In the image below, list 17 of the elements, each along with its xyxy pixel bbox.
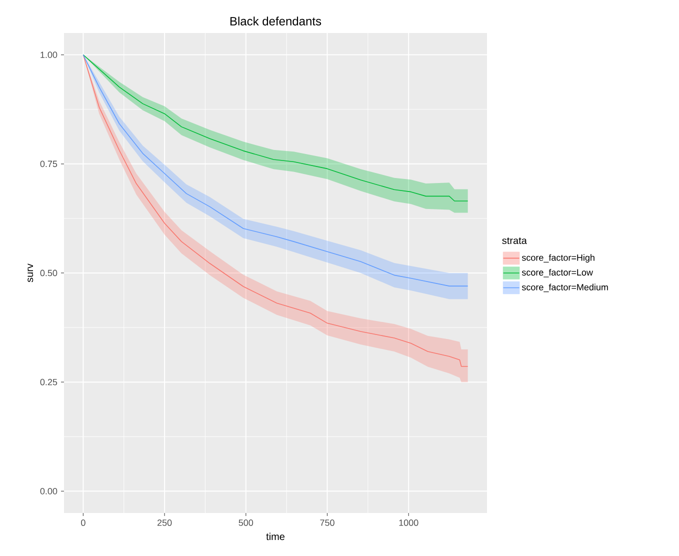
x-tick-label: 1000 — [399, 520, 418, 526]
chart-title: Black defendants — [230, 16, 322, 26]
y-axis-title: surv — [28, 264, 34, 282]
x-tick-label: 250 — [158, 520, 172, 526]
legend-label: score_factor=Medium — [522, 284, 608, 292]
y-tick-label: 0.50 — [40, 270, 58, 276]
legend-label: score_factor=High — [522, 254, 594, 263]
legend-label: score_factor=Low — [522, 268, 593, 278]
x-tick-label: 750 — [320, 520, 334, 526]
x-tick-label: 500 — [238, 520, 254, 526]
y-tick-label: 1.00 — [40, 52, 58, 58]
x-tick-label: 0 — [81, 520, 86, 526]
legend-title: strata — [502, 237, 527, 244]
x-axis-title: time — [266, 532, 285, 540]
y-tick-label: 0.00 — [40, 488, 58, 494]
y-tick-label: 0.75 — [40, 160, 58, 168]
y-tick-label: 0.25 — [40, 378, 58, 386]
